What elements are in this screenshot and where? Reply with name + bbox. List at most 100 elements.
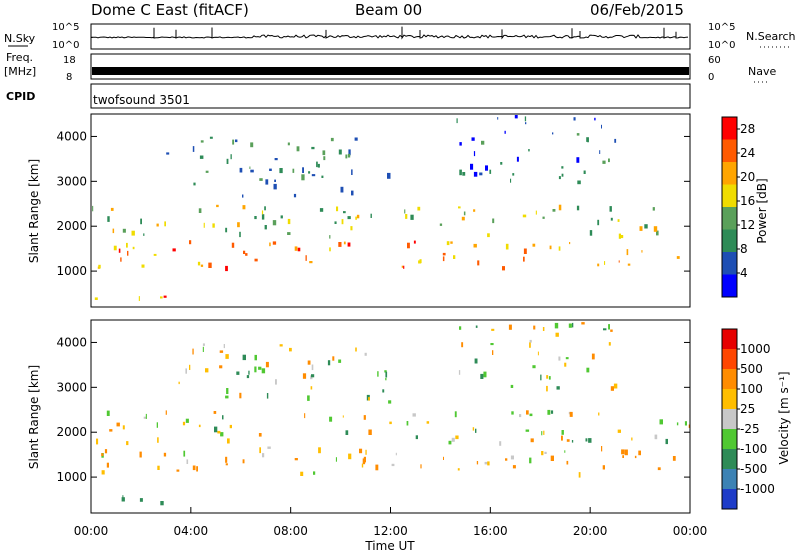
power-cell — [272, 241, 277, 245]
power-cell — [200, 140, 204, 143]
power-cell — [458, 206, 461, 209]
power-colorbar-frame — [721, 116, 738, 298]
velocity-cell — [541, 451, 544, 456]
velocity-cell — [458, 370, 461, 375]
velocity-cell — [304, 413, 306, 419]
power-cell — [250, 169, 254, 173]
velocity-cell — [550, 455, 554, 461]
velocity-cell — [275, 379, 277, 385]
velocity-cell — [566, 439, 570, 442]
velocity-cell — [258, 366, 262, 370]
power-cell — [413, 240, 416, 244]
power-cell — [347, 216, 351, 220]
velocity-cell — [455, 435, 459, 440]
time-xlabel: Time UT — [364, 539, 415, 553]
velocity-cell — [186, 459, 189, 464]
power-cell — [242, 194, 244, 198]
velocity-cell — [219, 350, 224, 353]
velocity-cell — [307, 360, 311, 365]
velocity-cell — [364, 352, 367, 356]
power-cell — [604, 261, 606, 265]
power-cell — [610, 217, 613, 221]
power-cell — [294, 246, 298, 251]
power-ytick-label: 4000 — [56, 129, 87, 143]
velocity-cell — [454, 411, 457, 418]
velocity-cell — [106, 462, 109, 468]
velocity-colorbar-swatch — [722, 389, 737, 409]
velocity-cell — [659, 419, 663, 425]
velocity-cell — [533, 325, 536, 330]
velocity-cell — [254, 366, 257, 373]
velocity-cell — [96, 438, 99, 445]
velocity-cell — [122, 425, 125, 430]
velocity-cell — [192, 465, 196, 471]
velocity-cell — [578, 472, 581, 478]
power-cell — [265, 179, 269, 185]
power-cell — [132, 246, 135, 250]
power-cell — [587, 137, 589, 143]
power-cell — [351, 190, 354, 196]
velocity-cell — [564, 362, 567, 367]
velocity-cell — [602, 465, 605, 470]
power-cell — [259, 178, 263, 181]
velocity-cell — [483, 371, 487, 378]
velocity-cell — [311, 364, 314, 371]
velocity-cell — [492, 350, 494, 355]
velocity-cell — [220, 432, 224, 437]
velocity-colorbar-swatch — [722, 329, 737, 349]
power-cell — [323, 156, 326, 161]
velocity-cell — [406, 421, 409, 426]
velocity-cell — [389, 421, 392, 425]
power-cell — [552, 209, 556, 212]
velocity-cell — [223, 344, 225, 349]
velocity-cell — [126, 441, 129, 446]
power-cell — [156, 223, 159, 227]
velocity-cell — [487, 461, 490, 466]
velocity-cell — [657, 467, 661, 471]
velocity-cell — [565, 357, 569, 360]
power-cell — [639, 226, 643, 231]
power-cell — [242, 205, 246, 210]
velocity-cell — [448, 440, 452, 445]
power-cell — [330, 137, 334, 142]
power-cell — [110, 207, 114, 211]
velocity-cell — [338, 359, 342, 363]
power-cell — [525, 122, 527, 125]
velocity-cell — [511, 411, 514, 415]
velocity-colorbar-tick-label: -500 — [740, 462, 767, 476]
power-cell — [296, 146, 300, 152]
power-cell — [153, 253, 157, 256]
power-cell — [569, 242, 571, 245]
power-cell — [193, 182, 196, 186]
nsky-trace — [91, 26, 689, 40]
velocity-colorbar-tick-label: 100 — [740, 382, 763, 396]
velocity-cell — [480, 373, 484, 379]
power-cell — [122, 228, 126, 233]
velocity-cell — [548, 376, 551, 380]
velocity-cell — [261, 368, 266, 374]
power-cell — [166, 152, 170, 155]
velocity-cell — [608, 324, 610, 330]
velocity-cell — [289, 347, 292, 352]
power-cell — [208, 262, 212, 268]
velocity-cell — [508, 324, 512, 330]
velocity-cell — [227, 438, 230, 444]
velocity-cell — [196, 466, 198, 472]
velocity-cell — [225, 354, 229, 359]
power-cell — [524, 116, 527, 122]
freq-label-unit: [MHz] — [4, 65, 36, 78]
velocity-cell — [461, 342, 464, 348]
velocity-cell — [302, 373, 307, 379]
power-colorbar-swatch — [722, 274, 737, 297]
power-cell — [254, 216, 257, 220]
velocity-cell — [335, 457, 337, 462]
velocity-cell — [537, 351, 539, 356]
power-cell — [641, 250, 643, 253]
power-cell — [439, 223, 443, 226]
power-cell — [473, 151, 476, 157]
velocity-cell — [684, 421, 687, 426]
power-cell — [442, 252, 446, 256]
power-cell — [602, 160, 606, 164]
velocity-cell — [395, 452, 397, 456]
velocity-cell — [617, 429, 621, 433]
